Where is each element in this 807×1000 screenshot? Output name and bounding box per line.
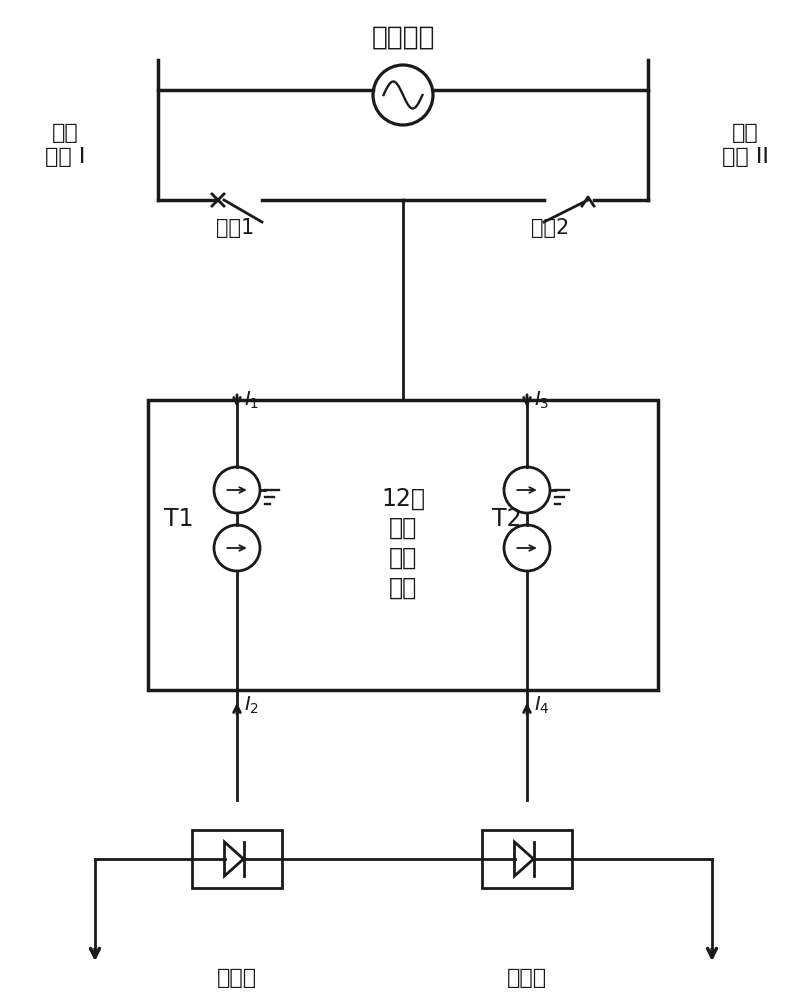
Text: T2: T2 [492,507,522,531]
Text: $I_2$: $I_2$ [244,694,259,716]
Bar [192,830,282,888]
Text: 换流
母线 I: 换流 母线 I [45,123,86,167]
Text: $I_1$: $I_1$ [244,389,259,411]
Text: 换流
母线 II: 换流 母线 II [721,123,768,167]
Text: $I_3$: $I_3$ [534,389,550,411]
Text: 开关1: 开关1 [216,218,254,238]
Bar [148,400,658,690]
Text: 外部电网: 外部电网 [371,25,435,51]
Text: $I_4$: $I_4$ [534,694,550,716]
Text: 换流阀: 换流阀 [507,968,547,988]
Bar [482,830,572,888]
Text: 12脉
动换
流变
压器: 12脉 动换 流变 压器 [381,486,425,600]
Text: T1: T1 [165,507,194,531]
Text: 换流阀: 换流阀 [217,968,257,988]
Text: 开关2: 开关2 [531,218,569,238]
